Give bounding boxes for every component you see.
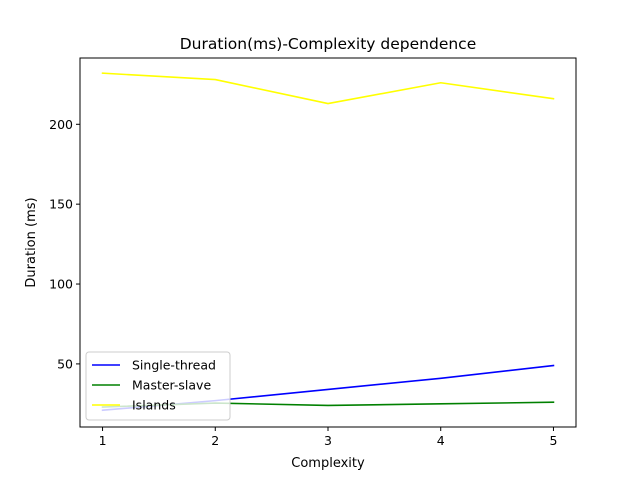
- y-tick-label: 150: [49, 197, 73, 212]
- chart-title: Duration(ms)-Complexity dependence: [180, 35, 476, 53]
- y-axis: 50 100 150 200: [49, 117, 80, 371]
- legend-label: Islands: [132, 398, 176, 413]
- legend: Single-thread Master-slave Islands: [85, 351, 231, 421]
- x-axis-title: Complexity: [291, 456, 365, 471]
- y-tick-label: 50: [57, 356, 73, 371]
- x-tick-label: 5: [549, 433, 557, 448]
- y-axis-title: Duration (ms): [24, 197, 39, 287]
- legend-box: [85, 351, 231, 421]
- x-axis: 1 2 3 4 5: [99, 427, 557, 448]
- legend-label: Single-thread: [132, 358, 216, 373]
- legend-label: Master-slave: [132, 378, 211, 393]
- x-tick-label: 2: [211, 433, 219, 448]
- x-tick-label: 3: [324, 433, 332, 448]
- y-tick-label: 100: [49, 277, 73, 292]
- series-line-islands: [101, 72, 555, 105]
- x-tick-label: 1: [99, 433, 107, 448]
- y-tick-label: 200: [49, 117, 73, 132]
- x-tick-label: 4: [437, 433, 445, 448]
